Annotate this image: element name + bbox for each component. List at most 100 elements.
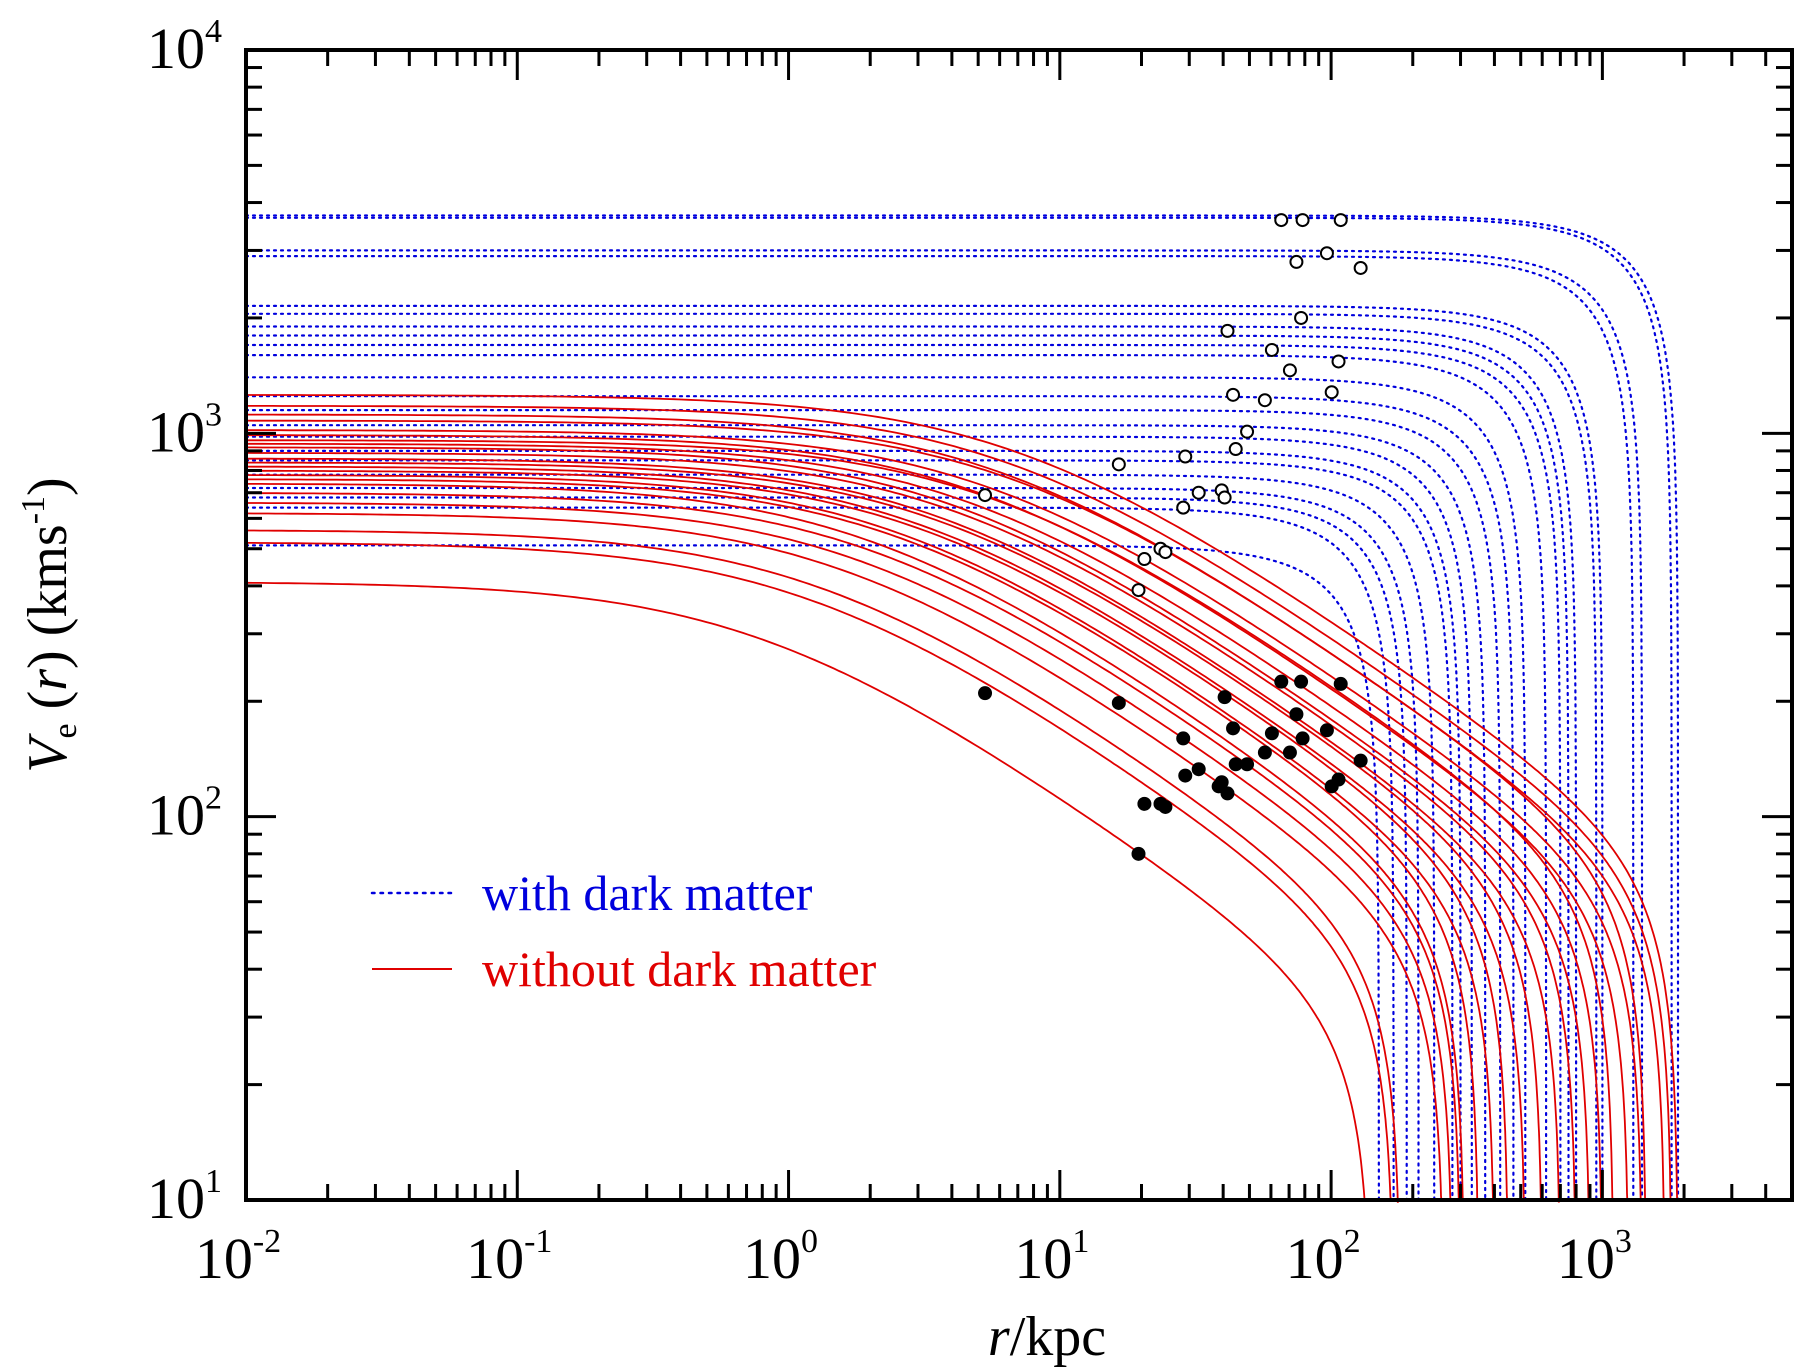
dark-matter-curve [244,334,1570,1202]
open-data-point [1226,387,1241,402]
open-data-point [1158,545,1173,560]
open-data-point [1295,213,1310,228]
no-dark-matter-curve [246,478,1479,1201]
open-data-point [1333,213,1348,228]
no-dark-matter-curve [246,469,1508,1201]
y-axis-ticks [246,48,1792,1202]
y-axis-arg-close: ) [17,650,79,669]
filled-data-point [1295,731,1310,746]
open-data-point [1274,213,1289,228]
no-dark-matter-curve [246,529,1399,1203]
filled-data-point [1111,695,1126,710]
no-dark-matter-curve [246,434,1629,1201]
y-axis-title: Ve (r) (kms-1) [15,477,84,772]
x-axis-title: r/kpc [988,1306,1106,1368]
y-axis-arg: r [17,669,79,691]
x-tick-label: 103 [1557,1223,1632,1291]
no-dark-matter-curve [246,439,1614,1201]
open-data-point [1137,552,1152,567]
filled-data-point [1274,674,1289,689]
dark-matter-curve [244,304,1604,1202]
legend: with dark matter without dark matter [370,865,877,997]
x-tick-label: 10-2 [195,1223,281,1291]
dark-matter-curve [244,409,1502,1202]
x-tick-label: 10-1 [466,1223,552,1291]
open-data-point [1191,485,1206,500]
no-dark-matter-curve [246,442,1602,1201]
no-dark-matter-curve [245,581,1366,1201]
y-tick-label-exp: 1 [205,1163,222,1200]
no-dark-matter-curve [245,512,1443,1201]
y-axis-subscript: e [47,723,84,738]
y-axis-arg-open: ( [17,691,79,724]
filled-data-point [1319,723,1334,738]
open-data-point [1257,393,1272,408]
y-tick-label-exp: 2 [205,780,222,817]
filled-data-point [1353,753,1368,768]
no-dark-matter-curve [246,405,1672,1201]
filled-data-point [1191,762,1206,777]
y-axis-unit-close: ) [17,477,79,496]
no-dark-matter-curve [246,542,1392,1201]
open-data-point [978,488,993,503]
dark-matter-curve [244,255,1635,1202]
no-dark-matter-curve [246,457,1560,1203]
y-tick-label: 103 [147,396,222,464]
dark-matter-curve [244,459,1454,1202]
no-dark-matter-curve [246,446,1590,1201]
dark-matter-curve [244,449,1462,1202]
filled-data-point [1217,690,1232,705]
no-dark-matter-curves [245,394,1678,1203]
dark-matter-curve [244,544,1380,1202]
x-tick-label-exp: -2 [253,1223,281,1260]
y-tick-label-exp: 3 [205,396,222,433]
x-tick-label-base: 10 [1014,1226,1072,1291]
filled-data-point [1214,775,1229,790]
x-tick-label: 100 [743,1223,818,1291]
open-data-point [1331,354,1346,369]
y-axis-unit-exp: -1 [15,496,52,524]
no-dark-matter-curve [246,483,1464,1201]
filled-data-point [1333,676,1348,691]
x-tick-label-exp: 0 [801,1223,818,1260]
filled-data-point [1282,745,1297,760]
x-tick-label-base: 10 [1286,1226,1344,1291]
filled-data-point [1264,726,1279,741]
dark-matter-curve [244,325,1578,1202]
dark-matter-curve [244,249,1644,1202]
x-tick-label-base: 10 [466,1226,524,1291]
filled-data-point [1176,731,1191,746]
no-dark-matter-curve [246,394,1678,1201]
dark-matter-curve [244,435,1473,1202]
y-tick-label-base: 10 [147,16,205,81]
x-tick-label-base: 10 [743,1226,801,1291]
dark-matter-curve [244,395,1515,1202]
dark-matter-curves [244,214,1680,1202]
filled-data-point [1294,674,1309,689]
open-data-point [1282,363,1297,378]
open-data-point [1220,323,1235,338]
no-dark-matter-curve [246,429,1642,1201]
no-dark-matter-curve [246,461,1542,1201]
filled-data-point [1228,757,1243,772]
y-axis-symbol: V [17,733,79,773]
dark-matter-curve [244,496,1408,1202]
y-tick-label-exp: 4 [205,13,222,50]
open-data-point [1228,442,1243,457]
x-tick-label-exp: 1 [1072,1223,1089,1260]
x-axis-symbol: r [988,1306,1010,1368]
open-data-point [1240,424,1255,439]
open-data-point [1294,310,1309,325]
filled-data-point [1331,772,1346,787]
filled-data-point [1137,796,1152,811]
no-dark-matter-curve [245,419,1647,1202]
legend-label-no-dark-matter: without dark matter [482,941,877,997]
no-dark-matter-curve [246,502,1452,1201]
filled-data-point [1226,721,1241,736]
x-tick-labels: 10-2 10-1 100 101 102 103 [195,1223,1632,1291]
open-data-point [1324,385,1339,400]
dark-matter-curve [244,486,1420,1202]
filled-data-point [1240,757,1255,772]
filled-data-points [978,674,1368,861]
